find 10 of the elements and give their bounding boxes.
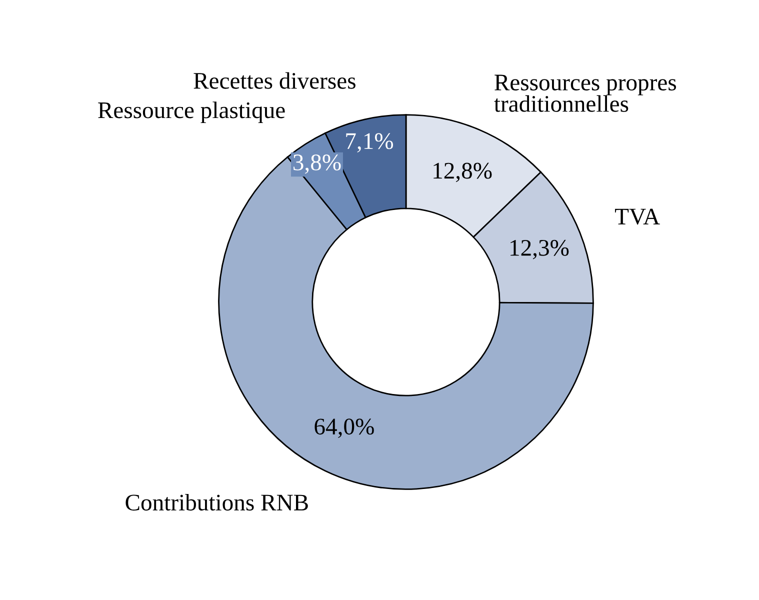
data-label: 12,3%	[510, 240, 569, 260]
slice-label: Recettes diverses	[194, 72, 356, 89]
data-label: 12,8%	[434, 162, 492, 182]
data-label: 3,8%	[294, 154, 341, 174]
data-label: 7,1%	[346, 133, 394, 152]
data-label: 64,0%	[314, 418, 374, 438]
slice-label: TVA	[615, 208, 660, 225]
slice-label: Contributions RNB	[126, 494, 308, 511]
slice-label: Ressource plastique	[98, 102, 285, 124]
slice-label: Ressources propres traditionnelles	[494, 74, 676, 112]
